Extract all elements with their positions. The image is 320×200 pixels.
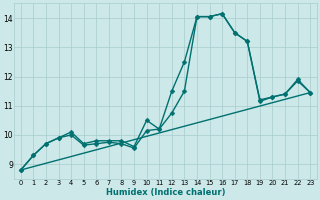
X-axis label: Humidex (Indice chaleur): Humidex (Indice chaleur)	[106, 188, 225, 197]
